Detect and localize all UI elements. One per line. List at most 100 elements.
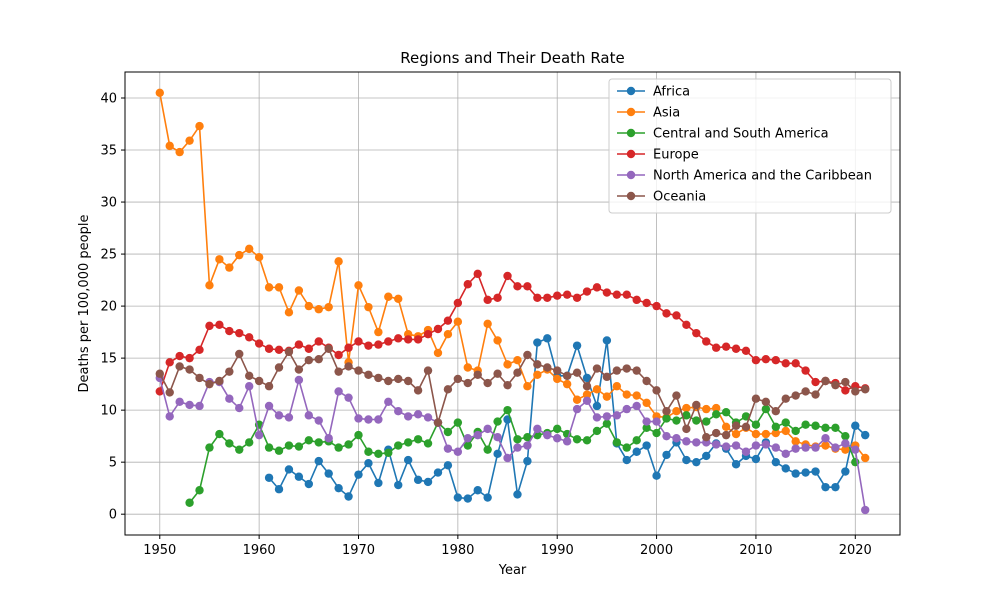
data-point <box>562 437 572 446</box>
data-point <box>463 280 472 289</box>
data-point <box>553 434 562 443</box>
data-point <box>533 338 542 347</box>
data-point <box>463 494 472 503</box>
data-point <box>185 136 194 145</box>
data-point <box>553 291 562 300</box>
data-point <box>721 408 731 417</box>
data-point <box>662 450 671 460</box>
data-point <box>195 345 204 354</box>
data-point <box>225 439 234 448</box>
data-point <box>155 369 164 378</box>
data-point <box>682 411 691 420</box>
data-point <box>354 430 363 440</box>
data-point <box>622 443 631 452</box>
data-point <box>791 359 800 368</box>
data-point <box>423 477 433 487</box>
data-point <box>523 433 532 442</box>
data-point <box>175 147 184 157</box>
data-point <box>513 368 522 377</box>
y-tick-label: 10 <box>100 404 117 419</box>
data-point <box>851 387 860 396</box>
data-point <box>682 424 691 434</box>
data-point <box>841 467 850 476</box>
data-point <box>731 441 741 450</box>
data-point <box>453 298 463 308</box>
data-point <box>394 441 403 450</box>
data-point <box>811 443 820 452</box>
data-point <box>473 430 482 440</box>
data-point <box>861 430 870 440</box>
data-point <box>264 344 274 353</box>
data-point <box>304 479 314 489</box>
data-point <box>801 443 810 452</box>
data-point <box>493 336 502 345</box>
data-point <box>572 395 582 404</box>
x-tick-label: 1980 <box>441 543 474 558</box>
data-point <box>702 417 711 426</box>
data-point <box>761 397 771 407</box>
data-point <box>155 88 164 98</box>
data-point <box>314 354 323 364</box>
data-point <box>304 301 314 311</box>
data-point <box>503 360 512 369</box>
data-point <box>781 359 790 368</box>
data-point <box>602 412 612 421</box>
data-point <box>751 454 761 464</box>
data-point <box>841 377 850 387</box>
data-point <box>334 483 343 493</box>
data-point <box>831 443 840 452</box>
legend-marker <box>626 86 636 96</box>
data-point <box>831 482 840 492</box>
data-point <box>185 365 194 374</box>
data-point <box>274 485 284 494</box>
legend-frame <box>608 78 892 214</box>
data-point <box>801 366 810 375</box>
data-point <box>771 457 780 467</box>
x-tick-label: 1990 <box>541 543 574 558</box>
data-point <box>225 394 234 403</box>
data-point <box>652 301 661 311</box>
data-point <box>394 480 403 490</box>
data-point <box>433 348 443 358</box>
x-tick-label: 2020 <box>839 543 872 558</box>
data-point <box>811 390 820 399</box>
data-point <box>692 438 701 447</box>
series-5 <box>155 344 870 442</box>
data-point <box>632 447 641 456</box>
data-point <box>473 486 482 495</box>
data-point <box>781 418 790 427</box>
data-point <box>165 358 174 367</box>
data-point <box>622 390 631 399</box>
data-point <box>513 356 522 365</box>
data-point <box>284 441 294 450</box>
data-point <box>185 400 194 410</box>
data-point <box>463 378 472 388</box>
data-point <box>274 345 284 354</box>
data-point <box>572 293 582 302</box>
data-point <box>562 379 572 389</box>
data-point <box>294 286 304 295</box>
data-point <box>721 342 731 351</box>
data-point <box>731 421 741 430</box>
data-point <box>364 459 373 468</box>
data-point <box>582 373 592 383</box>
data-point <box>642 376 651 386</box>
data-point <box>801 387 810 396</box>
data-point <box>751 441 761 450</box>
data-point <box>682 455 691 465</box>
data-point <box>235 250 244 260</box>
data-point <box>523 282 532 291</box>
data-point <box>413 410 423 419</box>
series-0 <box>264 334 870 503</box>
data-point <box>344 393 353 402</box>
data-point <box>702 451 711 461</box>
series-4 <box>155 373 870 515</box>
data-point <box>384 397 393 407</box>
data-point <box>662 309 671 318</box>
data-point <box>284 347 294 357</box>
data-point <box>453 447 463 456</box>
data-point <box>791 469 800 478</box>
data-point <box>354 337 363 346</box>
data-point <box>612 366 622 375</box>
data-point <box>245 333 254 342</box>
